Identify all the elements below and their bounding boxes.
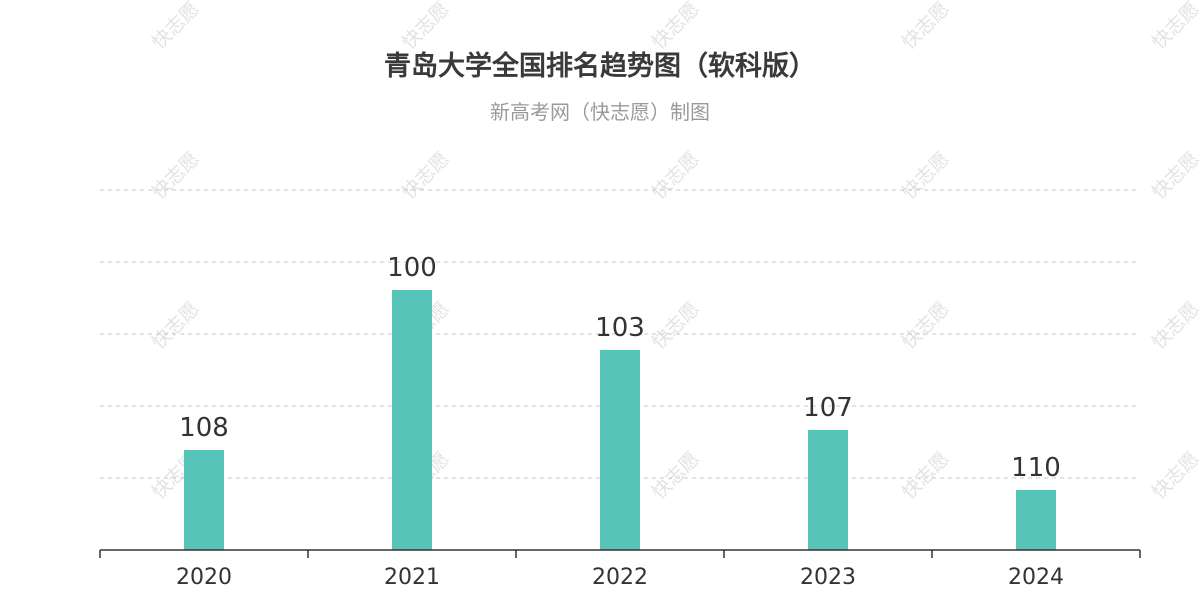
watermark-text: 快志愿 — [898, 148, 954, 204]
watermark-text: 快志愿 — [898, 298, 954, 354]
x-tick-label-2022: 2022 — [592, 565, 648, 590]
data-label-2020: 108 — [179, 413, 229, 443]
bars — [184, 290, 1056, 550]
watermark-text: 快志愿 — [1148, 0, 1200, 54]
bar-2020 — [184, 450, 224, 550]
bar-2023 — [808, 430, 848, 550]
x-tick-label-2020: 2020 — [176, 565, 232, 590]
watermark-text: 快志愿 — [148, 298, 204, 354]
watermark-text: 快志愿 — [148, 0, 204, 54]
watermark-text: 快志愿 — [1148, 448, 1200, 504]
watermark-text: 快志愿 — [898, 448, 954, 504]
data-label-2023: 107 — [803, 393, 853, 423]
data-labels: 108 100 103 107 110 — [179, 253, 1061, 483]
data-label-2021: 100 — [387, 253, 437, 283]
bar-2022 — [600, 350, 640, 550]
watermark-text: 快志愿 — [148, 148, 204, 204]
watermark-text: 快志愿 — [648, 148, 704, 204]
watermark-text: 快志愿 — [1148, 148, 1200, 204]
chart-subtitle: 新高考网（快志愿）制图 — [490, 100, 710, 124]
watermark-text: 快志愿 — [648, 448, 704, 504]
watermark-text: 快志愿 — [398, 148, 454, 204]
chart-title: 青岛大学全国排名趋势图（软科版） — [384, 50, 816, 82]
x-axis: 2020 2021 2022 2023 2024 — [99, 549, 1141, 590]
watermark-text: 快志愿 — [648, 298, 704, 354]
bar-2021 — [392, 290, 432, 550]
data-label-2022: 103 — [595, 313, 645, 343]
watermark-text: 快志愿 — [648, 0, 704, 54]
watermark-text: 快志愿 — [898, 0, 954, 54]
x-tick-label-2023: 2023 — [800, 565, 856, 590]
x-tick-label-2021: 2021 — [384, 565, 440, 590]
watermark-text: 快志愿 — [398, 0, 454, 54]
data-label-2024: 110 — [1011, 453, 1061, 483]
watermark-text: 快志愿 — [1148, 298, 1200, 354]
bar-2024 — [1016, 490, 1056, 550]
x-tick-label-2024: 2024 — [1008, 565, 1064, 590]
